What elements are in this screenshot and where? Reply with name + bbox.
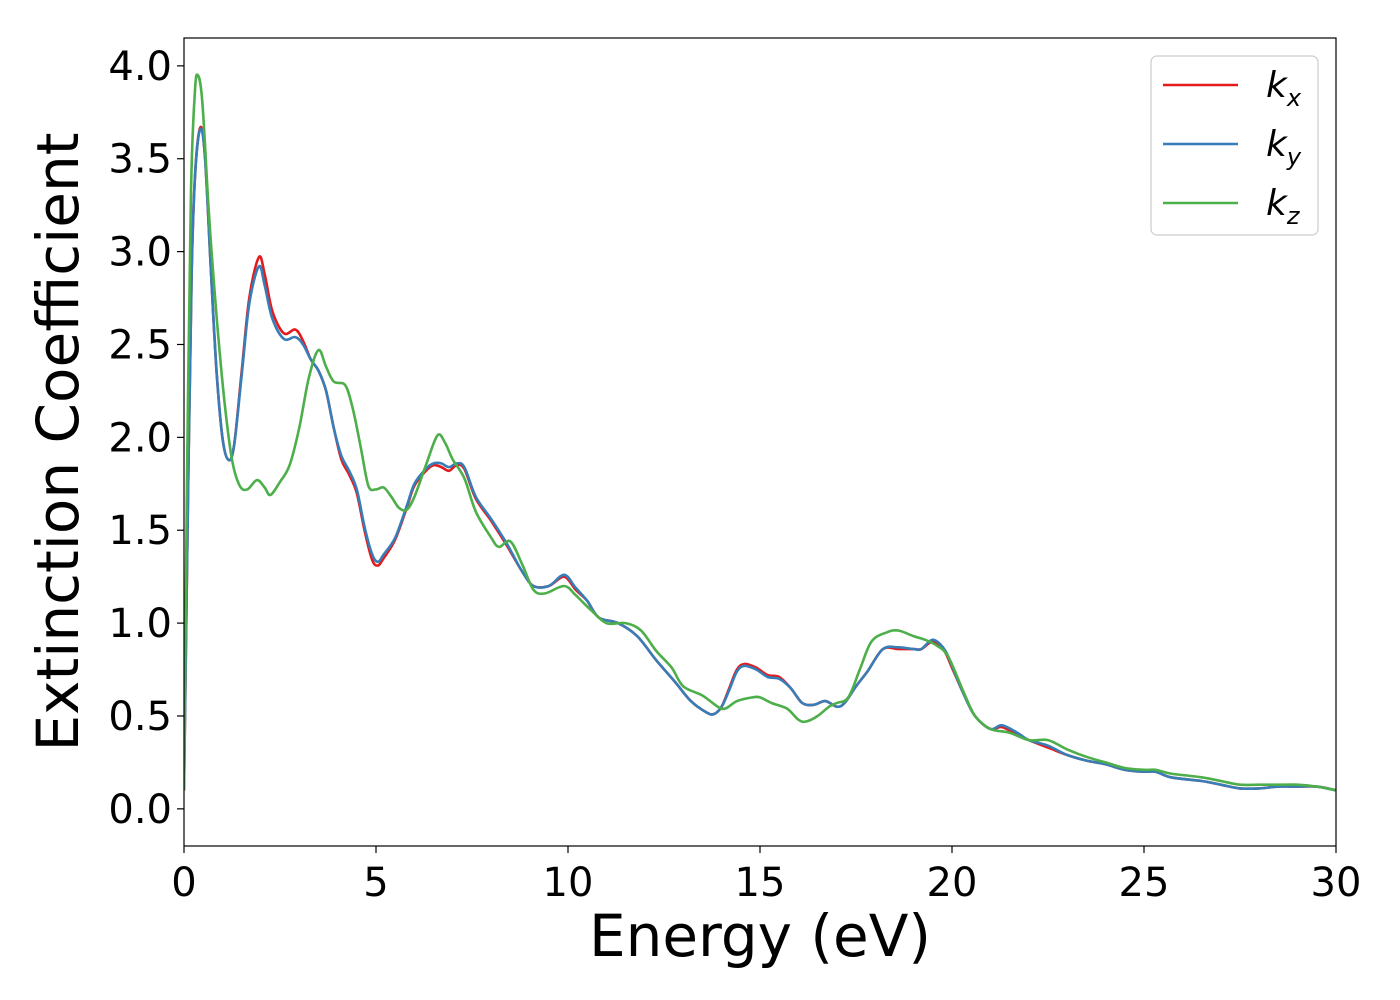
y-tick-label: 0.5 [108,694,172,740]
legend-label-main: k [1266,183,1289,224]
x-tick-label: 5 [363,860,388,906]
x-tick-label: 0 [171,860,196,906]
legend-label-main: k [1266,124,1289,165]
y-tick-label: 3.5 [108,137,172,183]
series-line-k-z [184,73,1336,792]
legend-label-subscript: z [1286,202,1301,230]
x-axis: 0 5 10 15 20 25 30 [171,846,1361,906]
x-tick-label: 10 [543,860,594,906]
y-tick-label: 3.0 [108,230,172,276]
x-tick-label: 30 [1311,860,1362,906]
y-tick-label: 0.0 [108,787,172,833]
x-tick-label: 25 [1119,860,1170,906]
legend-box [1150,55,1319,236]
legend-label-subscript: x [1286,84,1302,112]
legend-label-k-y: ky [1266,124,1302,171]
y-tick-label: 2.5 [108,322,172,368]
series-layer [184,73,1336,792]
x-axis-title: Energy (eV) [589,902,931,970]
legend-label-k-x: kx [1266,65,1302,112]
x-tick-label: 20 [927,860,978,906]
y-tick-label: 4.0 [108,44,172,90]
y-tick-label: 2.0 [108,415,172,461]
legend-label-main: k [1266,65,1289,106]
y-tick-label: 1.5 [108,508,172,554]
legend-label-k-z: kz [1266,183,1301,230]
y-tick-label: 1.0 [108,601,172,647]
y-axis-title: Extinction Coefficient [24,133,92,752]
y-axis: 0.0 0.5 1.0 1.5 2.0 2.5 3.0 3.5 4.0 [108,44,184,833]
legend-label-subscript: y [1286,143,1302,171]
x-tick-label: 15 [735,860,786,906]
